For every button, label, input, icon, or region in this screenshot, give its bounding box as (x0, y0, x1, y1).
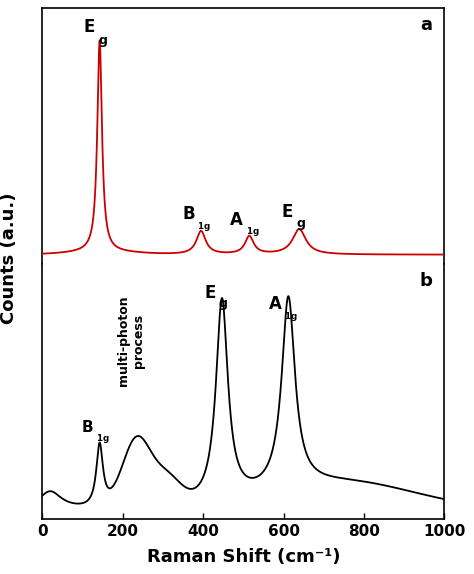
Text: a: a (420, 16, 432, 34)
Text: $\mathbf{_{1g}}$: $\mathbf{_{1g}}$ (197, 220, 211, 234)
Text: $\mathbf{g}$: $\mathbf{g}$ (296, 218, 305, 232)
Text: $\mathbf{B}$: $\mathbf{B}$ (182, 205, 195, 223)
Text: $\mathbf{E}$: $\mathbf{E}$ (204, 284, 216, 302)
Text: $\mathbf{E}$: $\mathbf{E}$ (282, 203, 293, 222)
Text: $\mathbf{g}$: $\mathbf{g}$ (218, 298, 228, 312)
Text: $\mathbf{_{1g}}$: $\mathbf{_{1g}}$ (96, 432, 109, 445)
Text: multi-photon
process: multi-photon process (117, 296, 145, 386)
Text: $\mathbf{_{1g}}$: $\mathbf{_{1g}}$ (246, 226, 259, 239)
Text: $\mathbf{A}$: $\mathbf{A}$ (267, 295, 283, 313)
Text: $\mathbf{E}$: $\mathbf{E}$ (83, 18, 96, 36)
Text: b: b (419, 272, 432, 289)
X-axis label: Raman Shift (cm⁻¹): Raman Shift (cm⁻¹) (146, 548, 340, 565)
Text: $\mathbf{B}$: $\mathbf{B}$ (81, 419, 93, 435)
Text: $\mathbf{g}$: $\mathbf{g}$ (98, 35, 108, 49)
Text: Counts (a.u.): Counts (a.u.) (0, 192, 18, 324)
Text: $\mathbf{A}$: $\mathbf{A}$ (229, 211, 244, 229)
Text: $\mathbf{_{1g}}$: $\mathbf{_{1g}}$ (284, 310, 298, 324)
